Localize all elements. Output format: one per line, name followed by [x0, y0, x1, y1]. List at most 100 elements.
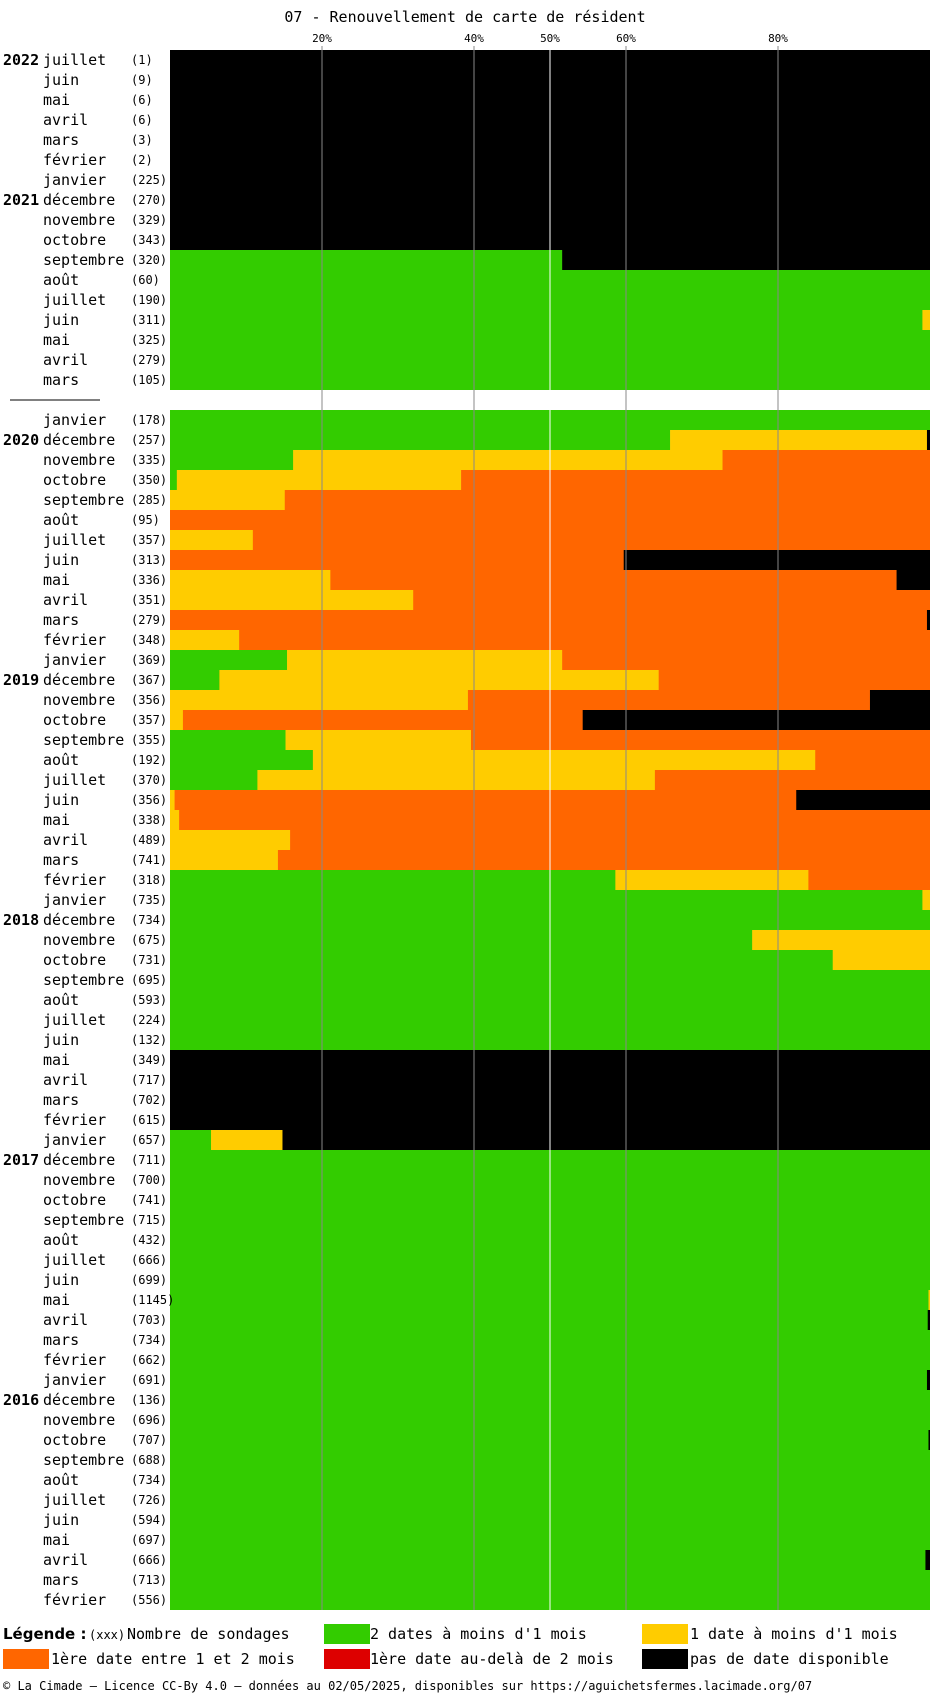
legend-count-text: Nombre de sondages: [127, 1625, 290, 1643]
bar-segment-none: [925, 1550, 930, 1570]
bar-segment-c2: [170, 1430, 929, 1450]
year-label: 2020: [3, 431, 40, 449]
count-label: (666): [131, 1553, 168, 1567]
month-label: décembre: [43, 911, 116, 929]
count-label: (702): [131, 1093, 168, 1107]
count-label: (270): [131, 193, 168, 207]
bar-segment-c12: [467, 690, 871, 710]
month-label: octobre: [43, 1191, 107, 1209]
bar-segment-c12: [284, 490, 930, 510]
month-label: novembre: [43, 211, 116, 229]
month-label: décembre: [43, 671, 116, 689]
bar-segment-c2: [170, 1130, 212, 1150]
count-label: (318): [131, 873, 168, 887]
count-label: (699): [131, 1273, 168, 1287]
month-label: juin: [43, 791, 80, 809]
month-label: septembre: [43, 251, 125, 269]
bar-segment-c1: [211, 1130, 283, 1150]
month-label: mars: [43, 131, 80, 149]
month-label: mars: [43, 1331, 80, 1349]
count-label: (325): [131, 333, 168, 347]
year-label: 2017: [3, 1151, 40, 1169]
count-label: (713): [131, 1573, 168, 1587]
year-label: 2016: [3, 1391, 40, 1409]
month-label: janvier: [43, 171, 107, 189]
month-label: mars: [43, 611, 80, 629]
month-label: juillet: [43, 531, 107, 549]
bar-segment-c1: [170, 570, 331, 590]
bar-segment-c1: [312, 750, 816, 770]
count-label: (741): [131, 853, 168, 867]
count-label: (707): [131, 1433, 168, 1447]
count-label: (335): [131, 453, 168, 467]
month-label: mars: [43, 1571, 80, 1589]
month-label: juin: [43, 551, 80, 569]
count-label: (6): [131, 113, 153, 127]
bar-segment-c2: [170, 1290, 929, 1310]
count-label: (349): [131, 1053, 168, 1067]
bar-segment-c12: [290, 830, 930, 850]
month-label: avril: [43, 111, 89, 129]
month-label: juillet: [43, 1011, 107, 1029]
count-label: (731): [131, 953, 168, 967]
x-tick-label: 80%: [768, 32, 788, 45]
month-label: juillet: [43, 51, 107, 69]
count-label: (356): [131, 693, 168, 707]
bar-segment-none: [928, 1430, 930, 1450]
bar-segment-c1: [293, 450, 723, 470]
count-label: (6): [131, 93, 153, 107]
count-label: (336): [131, 573, 168, 587]
count-label: (741): [131, 1193, 168, 1207]
count-label: (703): [131, 1313, 168, 1327]
legend-label-c2p: 1ère date au-delà de 2 mois: [370, 1650, 614, 1668]
count-label: (350): [131, 473, 168, 487]
count-label: (285): [131, 493, 168, 507]
count-label: (3): [131, 133, 153, 147]
bar-segment-none: [926, 610, 930, 630]
month-label: juillet: [43, 1491, 107, 1509]
count-label: (351): [131, 593, 168, 607]
bar-segment-c12: [658, 670, 930, 690]
month-label: décembre: [43, 1391, 116, 1409]
count-label: (178): [131, 413, 168, 427]
bar-segment-c1: [170, 490, 286, 510]
count-label: (225): [131, 173, 168, 187]
count-label: (329): [131, 213, 168, 227]
count-label: (320): [131, 253, 168, 267]
month-label: février: [43, 631, 107, 649]
bar-segment-c1: [170, 830, 291, 850]
month-label: septembre: [43, 1451, 125, 1469]
month-label: octobre: [43, 471, 107, 489]
month-label: mai: [43, 571, 71, 589]
x-tick-label: 40%: [464, 32, 484, 45]
legend-swatch-c2: [324, 1624, 370, 1644]
month-label: juin: [43, 71, 80, 89]
count-label: (556): [131, 1593, 168, 1607]
bar-segment-c1: [285, 730, 472, 750]
month-label: mai: [43, 331, 71, 349]
month-label: janvier: [43, 411, 107, 429]
count-label: (343): [131, 233, 168, 247]
bar-segment-none: [926, 1370, 930, 1390]
count-label: (132): [131, 1033, 168, 1047]
count-label: (688): [131, 1453, 168, 1467]
bar-segment-c12: [277, 850, 930, 870]
month-label: novembre: [43, 1171, 116, 1189]
x-tick-label: 20%: [312, 32, 332, 45]
count-label: (1145): [131, 1293, 175, 1307]
bar-segment-c12: [470, 730, 930, 750]
bar-segment-none: [282, 1130, 930, 1150]
bar-segment-c2: [170, 770, 258, 790]
count-label: (697): [131, 1533, 168, 1547]
bar-segment-c1: [670, 430, 928, 450]
count-label: (734): [131, 1333, 168, 1347]
month-label: février: [43, 1591, 107, 1609]
month-label: octobre: [43, 711, 107, 729]
bar-segment-c2: [170, 250, 563, 270]
legend-swatch-c2p: [324, 1649, 370, 1669]
bar-segment-c12: [170, 610, 928, 630]
count-label: (662): [131, 1353, 168, 1367]
bar-segment-c12: [239, 630, 930, 650]
month-label: novembre: [43, 1411, 116, 1429]
month-label: septembre: [43, 731, 125, 749]
